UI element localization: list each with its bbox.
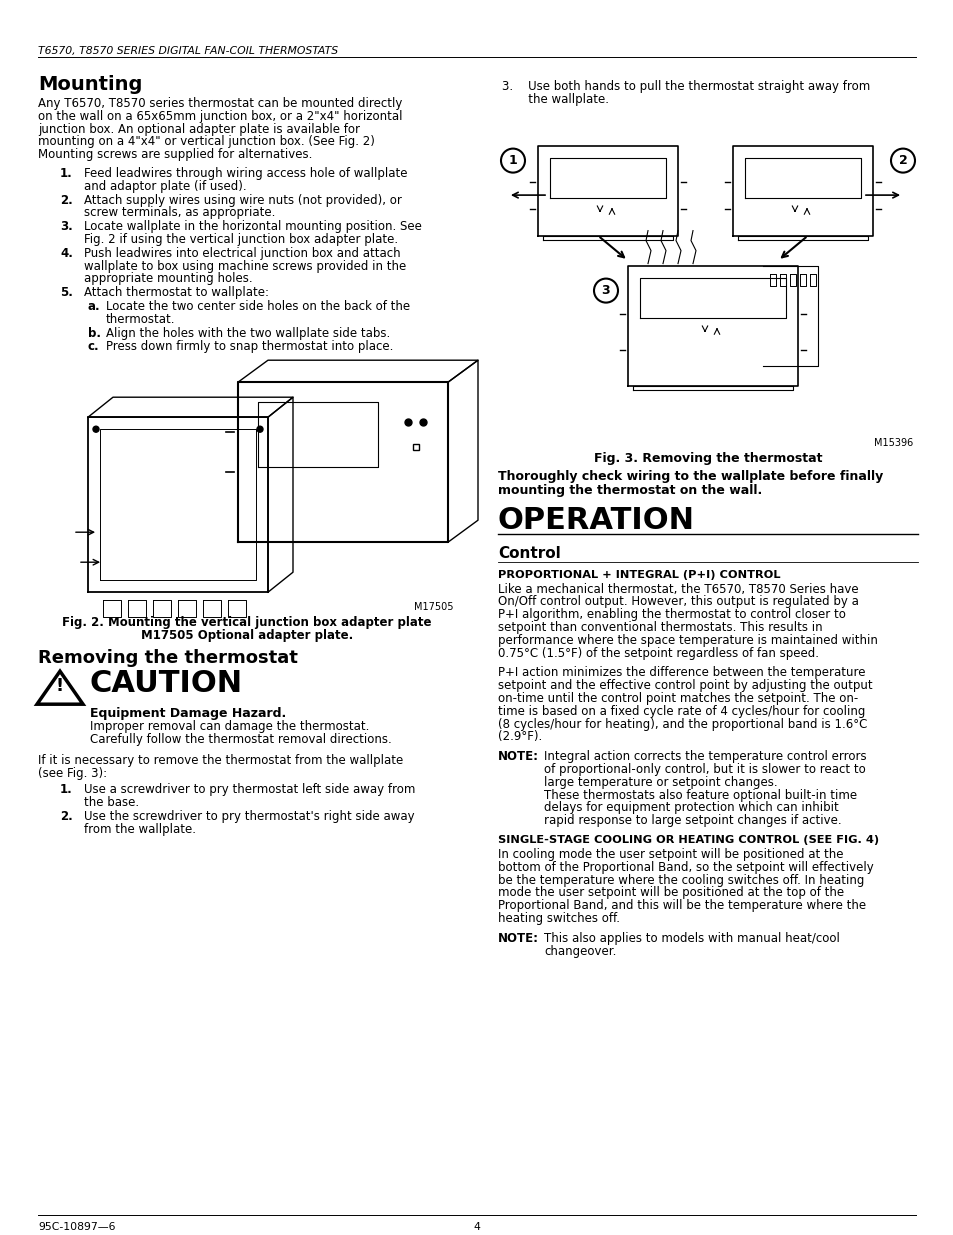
Text: (2.9°F).: (2.9°F).	[497, 730, 541, 743]
Text: M17505: M17505	[414, 603, 454, 613]
Text: 3: 3	[601, 284, 610, 296]
Text: Locate wallplate in the horizontal mounting position. See: Locate wallplate in the horizontal mount…	[84, 220, 421, 233]
Text: 3.: 3.	[60, 220, 72, 233]
Text: the wallplate.: the wallplate.	[501, 93, 608, 106]
Text: of proportional-only control, but it is slower to react to: of proportional-only control, but it is …	[543, 763, 864, 776]
Text: appropriate mounting holes.: appropriate mounting holes.	[84, 273, 253, 285]
Text: a.: a.	[88, 300, 100, 312]
Text: screw terminals, as appropriate.: screw terminals, as appropriate.	[84, 206, 275, 220]
Text: b.: b.	[88, 326, 101, 340]
Text: c.: c.	[88, 341, 99, 353]
Text: These thermostats also feature optional built-in time: These thermostats also feature optional …	[543, 789, 856, 802]
Text: Fig. 2 if using the vertical junction box adapter plate.: Fig. 2 if using the vertical junction bo…	[84, 233, 397, 246]
Text: (8 cycles/hour for heating), and the proportional band is 1.6°C: (8 cycles/hour for heating), and the pro…	[497, 718, 866, 731]
Text: Feed leadwires through wiring access hole of wallplate: Feed leadwires through wiring access hol…	[84, 167, 407, 180]
Text: be the temperature where the cooling switches off. In heating: be the temperature where the cooling swi…	[497, 873, 863, 887]
Text: time is based on a fixed cycle rate of 4 cycles/hour for cooling: time is based on a fixed cycle rate of 4…	[497, 705, 864, 718]
Text: and adaptor plate (if used).: and adaptor plate (if used).	[84, 180, 247, 193]
Text: CAUTION: CAUTION	[90, 669, 243, 698]
Text: If it is necessary to remove the thermostat from the wallplate: If it is necessary to remove the thermos…	[38, 753, 403, 767]
Text: wallplate to box using machine screws provided in the: wallplate to box using machine screws pr…	[84, 259, 406, 273]
Text: Mounting screws are supplied for alternatives.: Mounting screws are supplied for alterna…	[38, 148, 312, 162]
Text: Attach supply wires using wire nuts (not provided), or: Attach supply wires using wire nuts (not…	[84, 194, 401, 206]
Text: 5.: 5.	[60, 287, 72, 299]
Text: Align the holes with the two wallplate side tabs.: Align the holes with the two wallplate s…	[106, 326, 390, 340]
Text: M17505 Optional adapter plate.: M17505 Optional adapter plate.	[141, 629, 353, 642]
Text: 1: 1	[508, 153, 517, 167]
Text: thermostat.: thermostat.	[106, 312, 175, 326]
Text: heating switches off.: heating switches off.	[497, 911, 619, 925]
Text: mounting on a 4"x4" or vertical junction box. (See Fig. 2): mounting on a 4"x4" or vertical junction…	[38, 136, 375, 148]
Text: This also applies to models with manual heat/cool: This also applies to models with manual …	[543, 931, 839, 945]
Text: M15396: M15396	[873, 437, 912, 447]
Text: (see Fig. 3):: (see Fig. 3):	[38, 767, 107, 779]
Text: rapid response to large setpoint changes if active.: rapid response to large setpoint changes…	[543, 814, 841, 827]
Text: 95C-10897—6: 95C-10897—6	[38, 1221, 115, 1233]
Text: SINGLE-STAGE COOLING OR HEATING CONTROL (SEE FIG. 4): SINGLE-STAGE COOLING OR HEATING CONTROL …	[497, 835, 879, 845]
Text: Improper removal can damage the thermostat.: Improper removal can damage the thermost…	[90, 720, 369, 734]
Text: On/Off control output. However, this output is regulated by a: On/Off control output. However, this out…	[497, 595, 858, 609]
Text: Push leadwires into electrical junction box and attach: Push leadwires into electrical junction …	[84, 247, 400, 259]
Text: Thoroughly check wiring to the wallplate before finally: Thoroughly check wiring to the wallplate…	[497, 469, 882, 483]
Text: Control: Control	[497, 546, 560, 561]
Text: Fig. 3. Removing the thermostat: Fig. 3. Removing the thermostat	[593, 452, 821, 464]
Text: P+I action minimizes the difference between the temperature: P+I action minimizes the difference betw…	[497, 667, 864, 679]
Text: 2: 2	[898, 153, 906, 167]
Text: In cooling mode the user setpoint will be positioned at the: In cooling mode the user setpoint will b…	[497, 848, 842, 861]
Text: 4.: 4.	[60, 247, 72, 259]
Text: Mounting: Mounting	[38, 75, 142, 94]
Text: NOTE:: NOTE:	[497, 750, 538, 763]
Text: Integral action corrects the temperature control errors: Integral action corrects the temperature…	[543, 750, 865, 763]
Text: Removing the thermostat: Removing the thermostat	[38, 650, 297, 667]
Circle shape	[92, 426, 99, 432]
Text: OPERATION: OPERATION	[497, 505, 695, 535]
Text: from the wallplate.: from the wallplate.	[84, 823, 195, 836]
Text: P+I algorithm, enabling the thermostat to control closer to: P+I algorithm, enabling the thermostat t…	[497, 608, 845, 621]
Text: PROPORTIONAL + INTEGRAL (P+I) CONTROL: PROPORTIONAL + INTEGRAL (P+I) CONTROL	[497, 569, 780, 579]
Text: Locate the two center side holes on the back of the: Locate the two center side holes on the …	[106, 300, 410, 312]
Text: Any T6570, T8570 series thermostat can be mounted directly: Any T6570, T8570 series thermostat can b…	[38, 98, 402, 110]
Text: Attach thermostat to wallplate:: Attach thermostat to wallplate:	[84, 287, 269, 299]
Text: Use the screwdriver to pry thermostat's right side away: Use the screwdriver to pry thermostat's …	[84, 810, 415, 823]
Text: 1.: 1.	[60, 167, 72, 180]
Text: !: !	[56, 677, 64, 695]
Text: 2.: 2.	[60, 810, 72, 823]
Text: on-time until the control point matches the setpoint. The on-: on-time until the control point matches …	[497, 692, 858, 705]
Text: performance where the space temperature is maintained within: performance where the space temperature …	[497, 634, 877, 647]
Text: large temperature or setpoint changes.: large temperature or setpoint changes.	[543, 776, 777, 789]
Text: 4: 4	[473, 1221, 480, 1233]
Text: 1.: 1.	[60, 783, 72, 797]
Text: Use a screwdriver to pry thermostat left side away from: Use a screwdriver to pry thermostat left…	[84, 783, 415, 797]
Circle shape	[256, 426, 263, 432]
Text: Proportional Band, and this will be the temperature where the: Proportional Band, and this will be the …	[497, 899, 865, 913]
Text: setpoint than conventional thermostats. This results in: setpoint than conventional thermostats. …	[497, 621, 821, 634]
Text: T6570, T8570 SERIES DIGITAL FAN-COIL THERMOSTATS: T6570, T8570 SERIES DIGITAL FAN-COIL THE…	[38, 46, 337, 56]
Text: Equipment Damage Hazard.: Equipment Damage Hazard.	[90, 708, 286, 720]
Text: NOTE:: NOTE:	[497, 931, 538, 945]
Text: setpoint and the effective control point by adjusting the output: setpoint and the effective control point…	[497, 679, 872, 692]
Text: 2.: 2.	[60, 194, 72, 206]
Text: on the wall on a 65x65mm junction box, or a 2"x4" horizontal: on the wall on a 65x65mm junction box, o…	[38, 110, 402, 122]
Text: junction box. An optional adapter plate is available for: junction box. An optional adapter plate …	[38, 122, 359, 136]
Text: 0.75°C (1.5°F) of the setpoint regardless of fan speed.: 0.75°C (1.5°F) of the setpoint regardles…	[497, 647, 818, 659]
Text: mode the user setpoint will be positioned at the top of the: mode the user setpoint will be positione…	[497, 887, 843, 899]
Text: the base.: the base.	[84, 797, 139, 809]
Text: 3.    Use both hands to pull the thermostat straight away from: 3. Use both hands to pull the thermostat…	[501, 80, 869, 93]
Text: bottom of the Proportional Band, so the setpoint will effectively: bottom of the Proportional Band, so the …	[497, 861, 873, 874]
Text: mounting the thermostat on the wall.: mounting the thermostat on the wall.	[497, 484, 761, 496]
Text: Like a mechanical thermostat, the T6570, T8570 Series have: Like a mechanical thermostat, the T6570,…	[497, 583, 858, 595]
Text: delays for equipment protection which can inhibit: delays for equipment protection which ca…	[543, 802, 838, 814]
Text: Press down firmly to snap thermostat into place.: Press down firmly to snap thermostat int…	[106, 341, 393, 353]
Text: Fig. 2. Mounting the vertical junction box adapter plate: Fig. 2. Mounting the vertical junction b…	[62, 616, 432, 629]
Text: Carefully follow the thermostat removal directions.: Carefully follow the thermostat removal …	[90, 734, 392, 746]
Text: changeover.: changeover.	[543, 945, 616, 957]
